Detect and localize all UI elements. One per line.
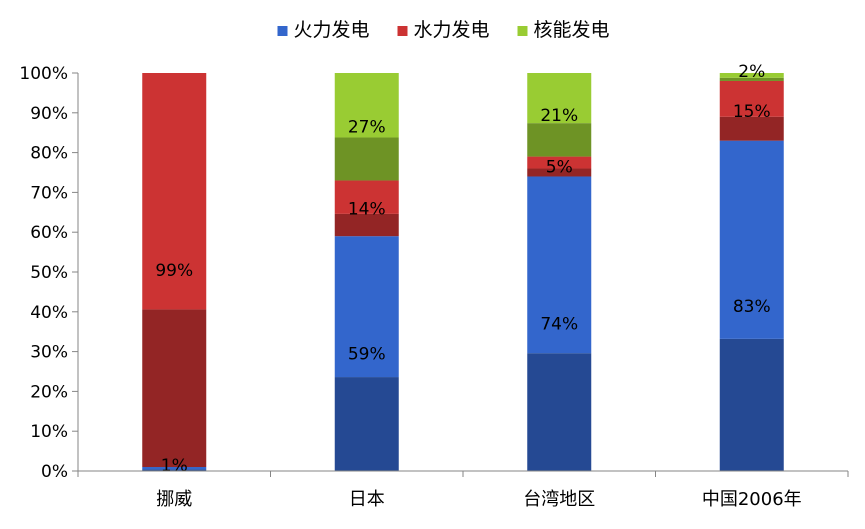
legend-label: 火力发电 bbox=[294, 19, 370, 41]
bar-segment bbox=[719, 140, 784, 471]
bar-segment bbox=[719, 73, 784, 81]
bar-segment bbox=[142, 73, 207, 468]
data-label: 2% bbox=[738, 62, 765, 82]
x-axis: 挪威 日本 台湾地区 中国2006年 bbox=[77, 470, 849, 510]
legend: 火力发电 水力发电 核能发电 bbox=[277, 19, 610, 41]
y-tick-label: 50% bbox=[30, 263, 68, 283]
legend-label: 水力发电 bbox=[414, 19, 490, 41]
data-label: 5% bbox=[546, 158, 573, 178]
bar-segment-face bbox=[142, 467, 207, 470]
bar-segment bbox=[142, 467, 207, 471]
bar-segment-face bbox=[527, 73, 592, 124]
bar-segment-shade bbox=[527, 353, 592, 471]
bar-segment bbox=[527, 73, 592, 157]
y-tick-label: 100% bbox=[19, 64, 68, 84]
bar-segment-shade bbox=[142, 469, 207, 471]
x-category-label: 中国2006年 bbox=[702, 489, 802, 510]
bar-segment-face bbox=[719, 73, 784, 78]
bar-segment-shade bbox=[334, 213, 399, 237]
bar-segment-shade bbox=[719, 338, 784, 471]
legend-swatch bbox=[397, 26, 408, 36]
y-tick-label: 90% bbox=[30, 104, 68, 124]
legend-item: 火力发电 bbox=[277, 19, 370, 41]
y-tick-label: 30% bbox=[30, 343, 68, 363]
bar-segment-face bbox=[527, 156, 592, 169]
data-label: 21% bbox=[540, 106, 578, 126]
bar-segment bbox=[527, 156, 592, 177]
legend-item: 核能发电 bbox=[517, 19, 610, 41]
bar-segment-face bbox=[334, 180, 399, 214]
bar-segment-shade bbox=[527, 123, 592, 157]
data-labels: 1% 99% 59% 14% 27% 74% 5% 21% 83% 15% 2% bbox=[155, 62, 770, 476]
y-tick-label: 80% bbox=[30, 144, 68, 164]
y-tick-label: 60% bbox=[30, 223, 68, 243]
x-category-label: 挪威 bbox=[156, 489, 192, 510]
data-label: 83% bbox=[733, 297, 771, 317]
data-label: 59% bbox=[348, 345, 386, 365]
data-label: 74% bbox=[540, 315, 578, 335]
x-category-label: 日本 bbox=[349, 489, 385, 510]
legend-swatch bbox=[517, 26, 528, 36]
data-label: 1% bbox=[161, 456, 188, 476]
legend-label: 核能发电 bbox=[534, 19, 610, 41]
bars bbox=[142, 73, 784, 471]
x-category-label: 台湾地区 bbox=[523, 489, 595, 510]
bar-segment-face bbox=[719, 80, 784, 117]
bar-segment-face bbox=[334, 73, 399, 138]
y-axis: 0% 10% 20% 30% 40% 50% 60% 70% 80% 90% 100% bbox=[19, 64, 79, 482]
y-tick-label: 0% bbox=[41, 462, 68, 482]
bar-segment bbox=[334, 180, 399, 237]
data-label: 99% bbox=[155, 261, 193, 281]
bar-segment-shade bbox=[334, 377, 399, 471]
bar-segment bbox=[527, 176, 592, 471]
bar-segment-face bbox=[142, 73, 207, 310]
bar-segment-face bbox=[719, 140, 784, 339]
data-label: 14% bbox=[348, 199, 386, 219]
bar-segment-face bbox=[527, 176, 592, 354]
y-tick-label: 20% bbox=[30, 382, 68, 402]
y-tick-label: 40% bbox=[30, 303, 68, 323]
bar-segment-face bbox=[334, 236, 399, 378]
y-tick-label: 10% bbox=[30, 422, 68, 442]
bar-segment-shade bbox=[719, 77, 784, 81]
bar-segment-shade bbox=[527, 168, 592, 177]
bar-segment-shade bbox=[142, 309, 207, 468]
bar-segment bbox=[719, 80, 784, 141]
bar-segment-shade bbox=[334, 137, 399, 181]
bar-segment-shade bbox=[719, 116, 784, 141]
bar-segment bbox=[334, 236, 399, 471]
legend-swatch bbox=[277, 26, 288, 36]
data-label: 27% bbox=[348, 118, 386, 138]
y-tick-label: 70% bbox=[30, 183, 68, 203]
bar-segment bbox=[334, 73, 399, 181]
data-label: 15% bbox=[733, 102, 771, 122]
legend-item: 水力发电 bbox=[397, 19, 490, 41]
